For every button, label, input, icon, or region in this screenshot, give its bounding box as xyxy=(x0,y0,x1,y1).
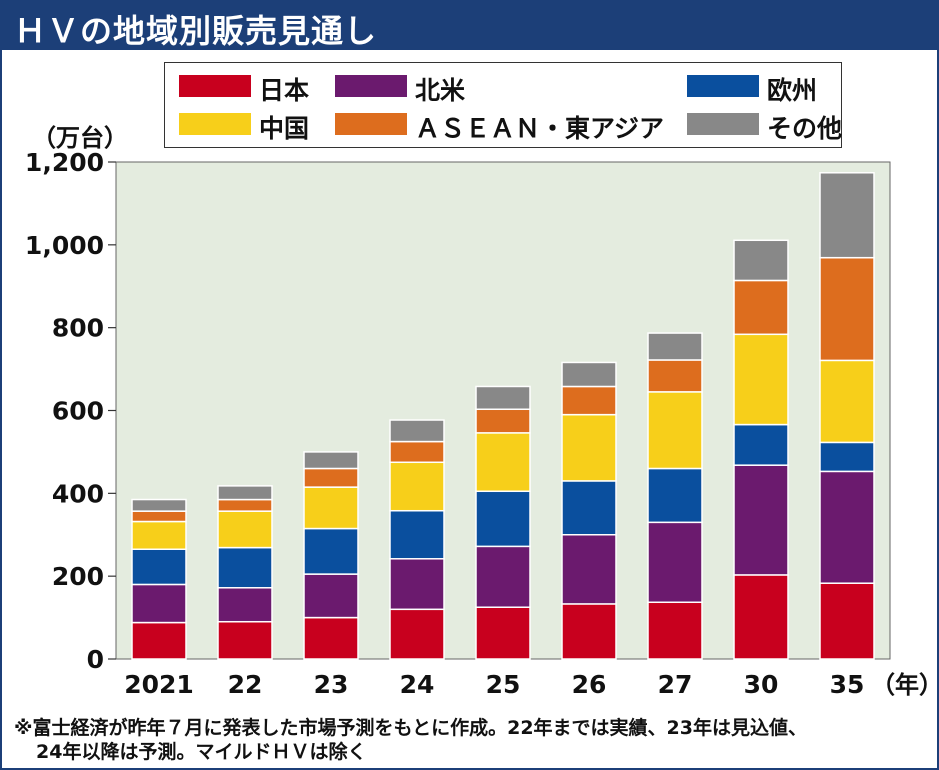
bar-segment xyxy=(819,470,875,584)
bar-segment xyxy=(561,361,617,388)
bar-segment xyxy=(819,359,875,444)
footnote: ※富士経済が昨年７月に発表した市場予測をもとに作成。22年までは実績、23年は見… xyxy=(14,716,929,764)
x-tick-label: 23 xyxy=(314,670,349,699)
legend-swatch-china xyxy=(179,113,251,135)
bar-segment xyxy=(733,574,789,660)
bar-segment xyxy=(475,408,531,434)
title-bar: ＨＶの地域別販売見通し xyxy=(2,2,937,50)
bar-segment xyxy=(131,498,187,512)
bar-segment xyxy=(561,385,617,416)
bar-segment xyxy=(819,256,875,362)
legend-label-other: その他 xyxy=(767,114,843,143)
x-tick-label: 22 xyxy=(228,670,263,699)
bar-segment xyxy=(131,510,187,523)
legend-swatch-north-america xyxy=(335,75,407,97)
bar-segment xyxy=(389,419,445,443)
bar-segment xyxy=(561,534,617,605)
bar-segment xyxy=(389,440,445,464)
bar-segment xyxy=(303,467,359,488)
legend: 日本 北米 欧州 中国 ＡＳＥＡＮ・東アジア その他 xyxy=(164,62,842,148)
bar-segment xyxy=(647,521,703,604)
bar-segment xyxy=(819,441,875,473)
legend-label-europe: 欧州 xyxy=(767,76,818,105)
bar-segment xyxy=(217,587,273,623)
bar-segment xyxy=(561,603,617,660)
bar-segment xyxy=(647,467,703,524)
bar-segment xyxy=(561,480,617,536)
bar-segment xyxy=(217,620,273,660)
bar-segment xyxy=(131,520,187,550)
legend-label-asean: ＡＳＥＡＮ・東アジア xyxy=(415,114,665,143)
legend-swatch-other xyxy=(687,113,759,135)
x-tick-label: 2021 xyxy=(124,670,194,699)
bar-segment xyxy=(733,333,789,426)
bar-segment xyxy=(819,582,875,660)
x-tick-label: 24 xyxy=(400,670,435,699)
legend-label-china: 中国 xyxy=(259,114,310,143)
x-unit-label: （年） xyxy=(871,671,937,699)
x-tick-label: 35 xyxy=(830,670,865,699)
bar-segment xyxy=(733,464,789,576)
bar-segment xyxy=(389,608,445,660)
y-tick-label: 1,000 xyxy=(25,231,104,260)
legend-label-japan: 日本 xyxy=(259,76,310,105)
bar-segment xyxy=(131,583,187,624)
y-tick-label: 1,200 xyxy=(25,148,104,177)
bar-segment xyxy=(733,423,789,466)
bar-segment xyxy=(647,332,703,361)
x-tick-label: 30 xyxy=(744,670,779,699)
bar-segment xyxy=(647,391,703,470)
y-tick-label: 800 xyxy=(52,314,104,343)
chart-title: ＨＶの地域別販売見通し xyxy=(14,12,378,50)
x-tick-label: 27 xyxy=(658,670,693,699)
x-tick-label: 26 xyxy=(572,670,607,699)
bar-segment xyxy=(303,573,359,619)
bar-segment xyxy=(475,432,531,493)
bar-segment xyxy=(217,485,273,501)
bar-segment xyxy=(131,621,187,660)
bar-segment xyxy=(131,548,187,586)
bar-segment xyxy=(217,510,273,549)
footnote-line-2: 24年以降は予測。マイルドＨＶは除く xyxy=(36,741,367,763)
bar-segment xyxy=(733,239,789,282)
bar-segment xyxy=(389,461,445,512)
bar-segment xyxy=(647,359,703,393)
legend-label-north-america: 北米 xyxy=(415,76,466,105)
bar-segment xyxy=(217,546,273,589)
bar-segment xyxy=(475,490,531,548)
y-unit-label: （万台） xyxy=(32,124,128,152)
legend-swatch-japan xyxy=(179,75,251,97)
bar-segment xyxy=(475,606,531,660)
bar-segment xyxy=(389,558,445,611)
y-tick-label: 400 xyxy=(52,479,104,508)
legend-swatch-europe xyxy=(687,75,759,97)
bar-segment xyxy=(389,509,445,560)
bar-segment xyxy=(733,279,789,336)
bar-segment xyxy=(647,601,703,660)
bar-segment xyxy=(475,385,531,411)
chart-svg: 0 200 400 600 800 1,000 1,200 2021 22 23 24 25 26 27 3… xyxy=(25,148,937,699)
y-tick-label: 0 xyxy=(87,645,104,674)
y-tick-label: 600 xyxy=(52,397,104,426)
legend-swatch-asean xyxy=(335,113,407,135)
bar-segment xyxy=(303,486,359,530)
bar-segment xyxy=(819,172,875,259)
bar-segment xyxy=(303,616,359,660)
bar-segment xyxy=(303,451,359,470)
bar-segment xyxy=(303,527,359,575)
y-tick-label: 200 xyxy=(52,562,104,591)
bar-segment xyxy=(561,413,617,482)
footnote-line-1: ※富士経済が昨年７月に発表した市場予測をもとに作成。22年までは実績、23年は見… xyxy=(14,717,807,739)
x-tick-label: 25 xyxy=(486,670,521,699)
bar-segment xyxy=(475,545,531,608)
bar-segment xyxy=(217,498,273,512)
